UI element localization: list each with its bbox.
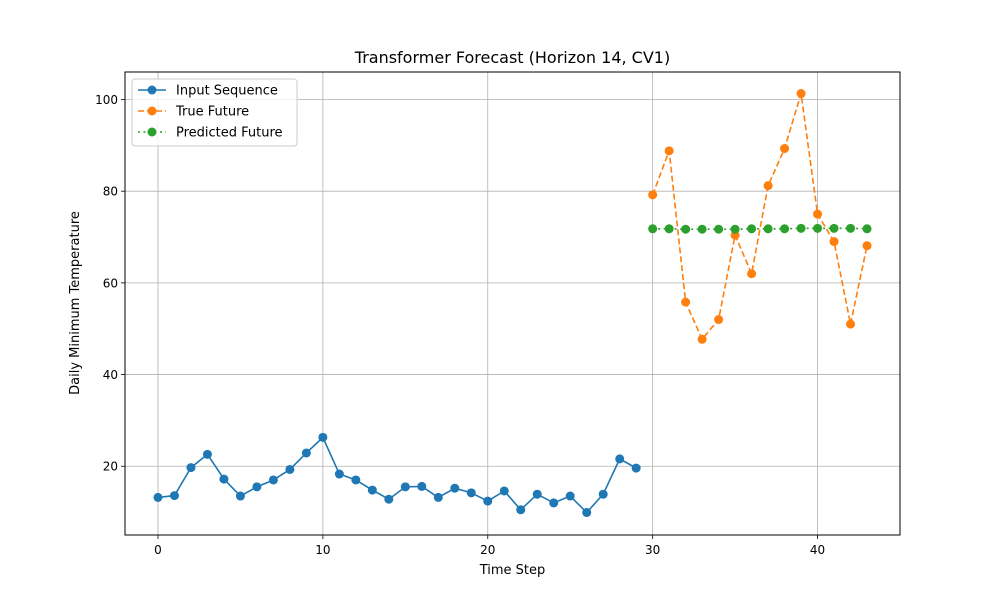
input-sequence-point	[318, 432, 328, 442]
true-future-line	[651, 93, 868, 341]
predicted-future-point	[730, 224, 740, 234]
legend-input-sequence-label: Input Sequence	[176, 84, 278, 99]
x-tick-label: 0	[154, 543, 162, 557]
legend-true-future-label: True Future	[175, 105, 249, 120]
true-future-point	[846, 319, 856, 329]
legend-predicted-future-marker	[147, 127, 157, 137]
y-axis-label: Daily Minimum Temperature	[68, 211, 83, 395]
true-future-point	[714, 315, 724, 325]
predicted-future-point	[862, 224, 872, 234]
input-sequence-point	[615, 454, 625, 464]
predicted-future-point	[763, 224, 773, 234]
predicted-future-point	[697, 224, 707, 234]
x-tick-label: 20	[480, 543, 495, 557]
predicted-future-point	[829, 223, 839, 233]
input-sequence-point	[433, 492, 443, 502]
true-future-point	[747, 269, 757, 279]
input-sequence-point	[186, 463, 196, 473]
true-future-point	[648, 190, 658, 200]
input-sequence-point	[582, 508, 592, 518]
legend: Input Sequence True Future Predicted Futur…	[131, 78, 298, 147]
x-tick-label: 40	[810, 543, 825, 557]
input-sequence-point	[598, 489, 608, 499]
input-sequence-point	[169, 491, 179, 501]
grid	[125, 72, 900, 535]
true-future-point	[780, 144, 790, 154]
input-sequence-point	[153, 492, 163, 502]
predicted-future-point	[664, 224, 674, 234]
y-tick-label: 100	[95, 93, 118, 107]
true-future-point	[664, 146, 674, 156]
input-sequence-point	[631, 463, 641, 473]
input-sequence-point	[367, 485, 377, 495]
legend-predicted-future-label: Predicted Future	[176, 126, 283, 141]
legend-true-future-marker	[147, 106, 157, 116]
plot-frame	[124, 71, 901, 536]
input-sequence-point	[268, 475, 278, 485]
predicted-future-point	[747, 224, 757, 234]
predicted-future-point	[681, 224, 691, 234]
y-tick-label: 40	[103, 368, 118, 382]
legend-input-sequence-marker	[147, 85, 157, 95]
input-sequence-point	[532, 489, 542, 499]
input-sequence-point	[516, 505, 526, 515]
input-sequence-point	[235, 491, 245, 501]
input-sequence-point	[466, 488, 476, 498]
true-future-point	[697, 334, 707, 344]
ticks: 0 10 20 30 40 20 40 60 80 100	[95, 93, 825, 557]
x-tick-label: 30	[645, 543, 660, 557]
y-tick-label: 20	[103, 460, 118, 474]
input-sequence-point	[450, 483, 460, 493]
y-tick-label: 60	[103, 276, 118, 290]
x-axis-label: Time Step	[479, 563, 546, 578]
true-future-point	[862, 241, 872, 251]
y-tick-label: 80	[103, 185, 118, 199]
true-future-point	[796, 89, 806, 99]
input-sequence-point	[202, 449, 212, 459]
true-future-point	[763, 181, 773, 191]
true-future-point	[681, 297, 691, 307]
chart-title: Transformer Forecast (Horizon 14, CV1)	[354, 48, 670, 67]
input-sequence-point	[219, 474, 229, 484]
predicted-future-point	[714, 224, 724, 234]
predicted-future-point	[796, 223, 806, 233]
series-layer	[153, 89, 872, 518]
input-sequence-point	[334, 469, 344, 479]
input-sequence-point	[499, 486, 509, 496]
true-future-point	[813, 209, 823, 219]
input-sequence-point	[565, 491, 575, 501]
input-sequence-point	[549, 498, 559, 508]
predicted-future-point	[648, 224, 658, 234]
input-sequence-point	[483, 496, 493, 506]
input-sequence-point	[252, 482, 262, 492]
input-sequence-point	[384, 494, 394, 504]
input-sequence-point	[285, 464, 295, 474]
legend-box	[131, 78, 298, 147]
predicted-future-point	[780, 224, 790, 234]
input-sequence-point	[351, 475, 361, 485]
true-future-point	[829, 237, 839, 247]
input-sequence-point	[400, 482, 410, 492]
predicted-future-point	[813, 223, 823, 233]
input-sequence-point	[417, 481, 427, 491]
input-sequence-point	[301, 448, 311, 458]
x-tick-label: 10	[315, 543, 330, 557]
predicted-future-point	[846, 223, 856, 233]
